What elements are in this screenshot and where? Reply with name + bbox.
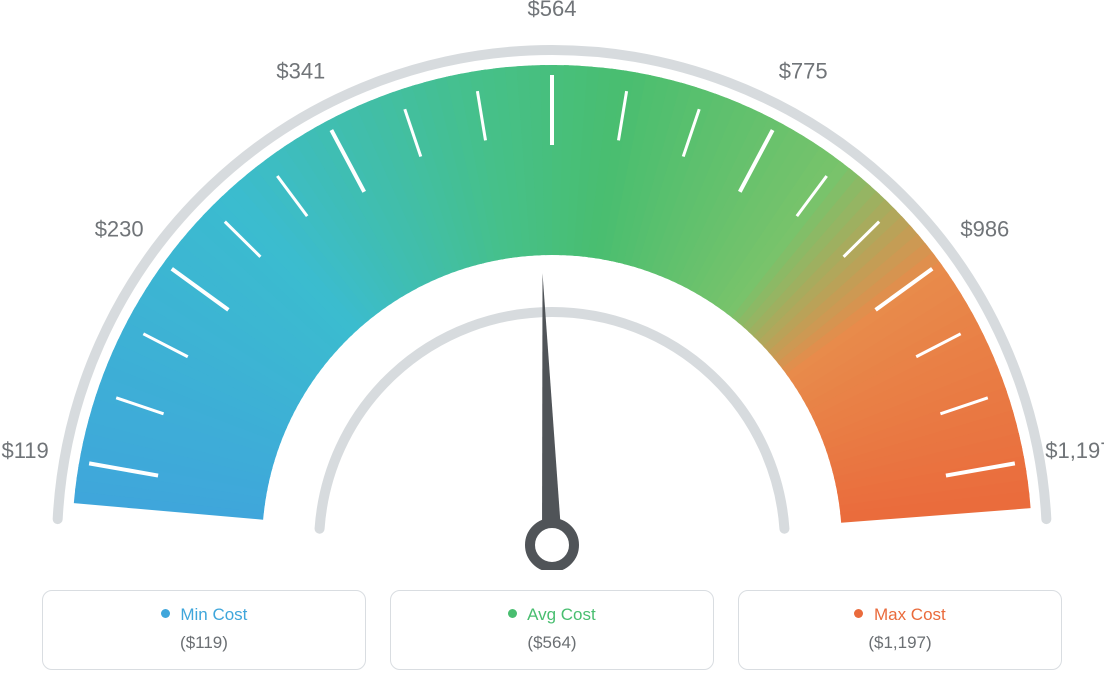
legend-card-avg: Avg Cost ($564) — [390, 590, 714, 670]
gauge-tick-label: $1,197 — [1045, 438, 1104, 463]
gauge-tick-label: $230 — [95, 216, 144, 241]
legend-title-min: Min Cost — [53, 605, 355, 625]
gauge-tick-label: $341 — [276, 58, 325, 83]
legend-title-text: Min Cost — [180, 605, 247, 624]
legend-value-min: ($119) — [53, 633, 355, 653]
needle-hub — [530, 523, 574, 567]
legend-card-min: Min Cost ($119) — [42, 590, 366, 670]
gauge-tick-label: $986 — [960, 216, 1009, 241]
dot-icon — [854, 609, 863, 618]
gauge-tick-label: $775 — [779, 58, 828, 83]
chart-container: $119 $230 $341 $564 $775 $986 $1,197 Min Cost … — [0, 0, 1104, 690]
dot-icon — [508, 609, 517, 618]
legend-value-avg: ($564) — [401, 633, 703, 653]
gauge-chart: $119 $230 $341 $564 $775 $986 $1,197 — [0, 0, 1104, 570]
dot-icon — [161, 609, 170, 618]
gauge-tick-label: $564 — [528, 0, 577, 21]
legend-title-text: Avg Cost — [527, 605, 596, 624]
legend-row: Min Cost ($119) Avg Cost ($564) Max Cost… — [0, 590, 1104, 670]
legend-title-avg: Avg Cost — [401, 605, 703, 625]
gauge-tick-label: $119 — [1, 438, 48, 463]
legend-value-max: ($1,197) — [749, 633, 1051, 653]
legend-card-max: Max Cost ($1,197) — [738, 590, 1062, 670]
legend-title-text: Max Cost — [874, 605, 946, 624]
legend-title-max: Max Cost — [749, 605, 1051, 625]
